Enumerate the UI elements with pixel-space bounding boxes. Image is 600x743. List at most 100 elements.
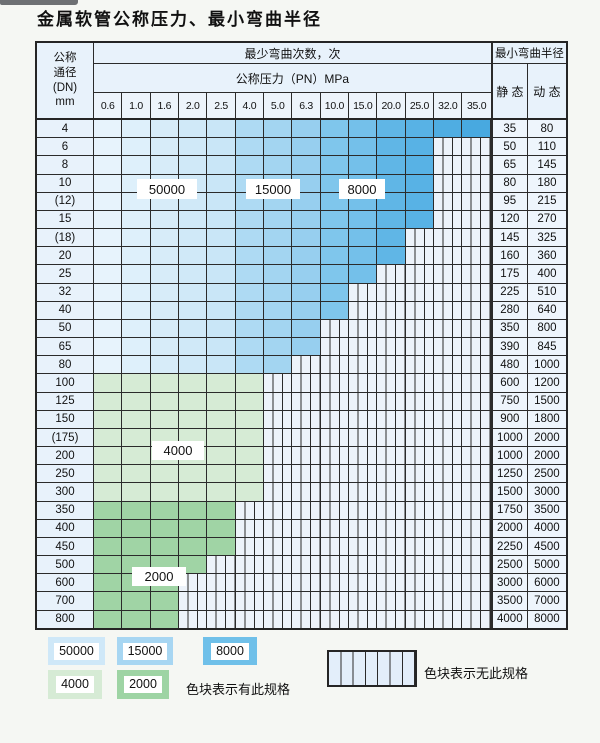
no-spec-cell <box>264 392 293 410</box>
no-spec-cell <box>349 501 378 519</box>
spec-available-cell <box>235 210 265 229</box>
spec-available-cell <box>349 120 378 138</box>
no-spec-cell <box>292 356 321 374</box>
spec-available-cell <box>207 447 236 465</box>
dn-header-line: 公称 <box>53 51 77 64</box>
spec-available-cell <box>292 319 321 338</box>
no-spec-cell <box>292 374 321 392</box>
spec-available-cell <box>349 210 378 229</box>
spec-available-cell <box>292 338 321 356</box>
spec-available-cell <box>179 283 208 301</box>
spec-available-cell <box>150 519 180 537</box>
no-spec-cell <box>320 338 350 356</box>
no-spec-cell <box>264 574 293 592</box>
no-spec-cell <box>377 319 406 338</box>
spec-available-cell <box>377 229 406 247</box>
spec-available-cell <box>179 319 208 338</box>
dn-cell: 300 <box>37 483 94 501</box>
no-spec-cell <box>434 174 463 192</box>
spec-available-cell <box>122 338 151 356</box>
static-radius-cell: 65 <box>490 156 528 174</box>
no-spec-cell <box>377 428 406 447</box>
spec-available-cell <box>94 537 123 556</box>
table-row: 8 65 145 <box>37 156 566 175</box>
no-spec-cell <box>462 519 491 537</box>
no-spec-cell <box>235 501 265 519</box>
no-spec-cell <box>349 428 378 447</box>
dynamic-radius-cell: 7000 <box>527 592 566 610</box>
no-spec-cell <box>320 483 350 501</box>
no-spec-cell <box>264 465 293 483</box>
static-radius-cell: 145 <box>490 229 528 247</box>
legend-swatch-label: 8000 <box>211 642 249 660</box>
spec-available-cell <box>122 428 151 447</box>
spec-available-cell <box>122 447 151 465</box>
dynamic-radius-cell: 510 <box>527 283 566 301</box>
spec-available-cell <box>122 465 151 483</box>
dynamic-radius-cell: 80 <box>527 120 566 138</box>
spec-available-cell <box>320 210 350 229</box>
spec-available-cell <box>377 156 406 174</box>
dynamic-radius-cell: 2500 <box>527 465 566 483</box>
no-spec-cell <box>235 556 265 574</box>
no-spec-cell <box>320 537 350 556</box>
spec-available-cell <box>179 392 208 410</box>
spec-available-cell <box>207 410 236 428</box>
no-spec-cell <box>292 447 321 465</box>
no-spec-cell <box>320 356 350 374</box>
dynamic-radius-cell: 1000 <box>527 356 566 374</box>
no-spec-cell <box>349 610 378 628</box>
spec-available-cell <box>150 265 180 283</box>
spec-available-cell <box>207 338 236 356</box>
no-spec-cell <box>320 556 350 574</box>
spec-available-cell <box>320 156 350 174</box>
no-spec-cell <box>292 556 321 574</box>
pressure-column-header: 1.0 <box>122 93 151 118</box>
dn-column-header: 公称 通径 (DN) mm <box>37 43 94 118</box>
no-spec-cell <box>462 483 491 501</box>
legend-swatch-2000: 2000 <box>117 670 169 699</box>
spec-available-cell <box>207 174 236 192</box>
static-radius-cell: 2250 <box>490 537 528 556</box>
spec-available-cell <box>150 410 180 428</box>
dn-cell: 400 <box>37 519 94 537</box>
dynamic-radius-cell: 640 <box>527 301 566 319</box>
spec-available-cell <box>94 574 123 592</box>
no-spec-cell <box>292 610 321 628</box>
table-row: 100 600 1200 <box>37 374 566 393</box>
spec-available-cell <box>264 265 293 283</box>
spec-available-cell <box>207 483 236 501</box>
no-spec-cell <box>207 610 236 628</box>
no-spec-cell <box>292 574 321 592</box>
no-spec-cell <box>434 410 463 428</box>
no-spec-cell <box>264 428 293 447</box>
spec-available-cell <box>207 501 236 519</box>
spec-available-cell <box>94 410 123 428</box>
table-row: 600 3000 6000 <box>37 574 566 593</box>
no-spec-cell <box>349 556 378 574</box>
no-spec-cell <box>434 428 463 447</box>
no-spec-cell <box>235 574 265 592</box>
no-spec-cell <box>264 447 293 465</box>
no-spec-cell <box>349 374 378 392</box>
spec-available-cell <box>94 592 123 610</box>
no-spec-cell <box>434 519 463 537</box>
no-spec-cell <box>377 610 406 628</box>
no-spec-cell <box>320 447 350 465</box>
spec-available-cell <box>235 301 265 319</box>
spec-available-cell <box>94 265 123 283</box>
pressure-column-header: 2.5 <box>207 93 236 118</box>
spec-available-cell <box>207 537 236 556</box>
spec-available-cell <box>94 338 123 356</box>
spec-available-cell <box>179 301 208 319</box>
legend-no-spec-text: 色块表示无此规格 <box>424 666 529 681</box>
table-row: 500 2500 5000 <box>37 556 566 575</box>
table-row: 10 80 180 <box>37 174 566 193</box>
no-spec-cell <box>349 301 378 319</box>
no-spec-cell <box>377 410 406 428</box>
dynamic-radius-cell: 1800 <box>527 410 566 428</box>
dn-cell: 15 <box>37 210 94 229</box>
spec-available-cell <box>235 283 265 301</box>
pressure-values-row: 0.6 1.0 1.6 2.0 2.5 4.0 5.0 6.3 10.0 15.0 20.0 25.0… <box>94 93 491 118</box>
spec-available-cell <box>179 247 208 265</box>
